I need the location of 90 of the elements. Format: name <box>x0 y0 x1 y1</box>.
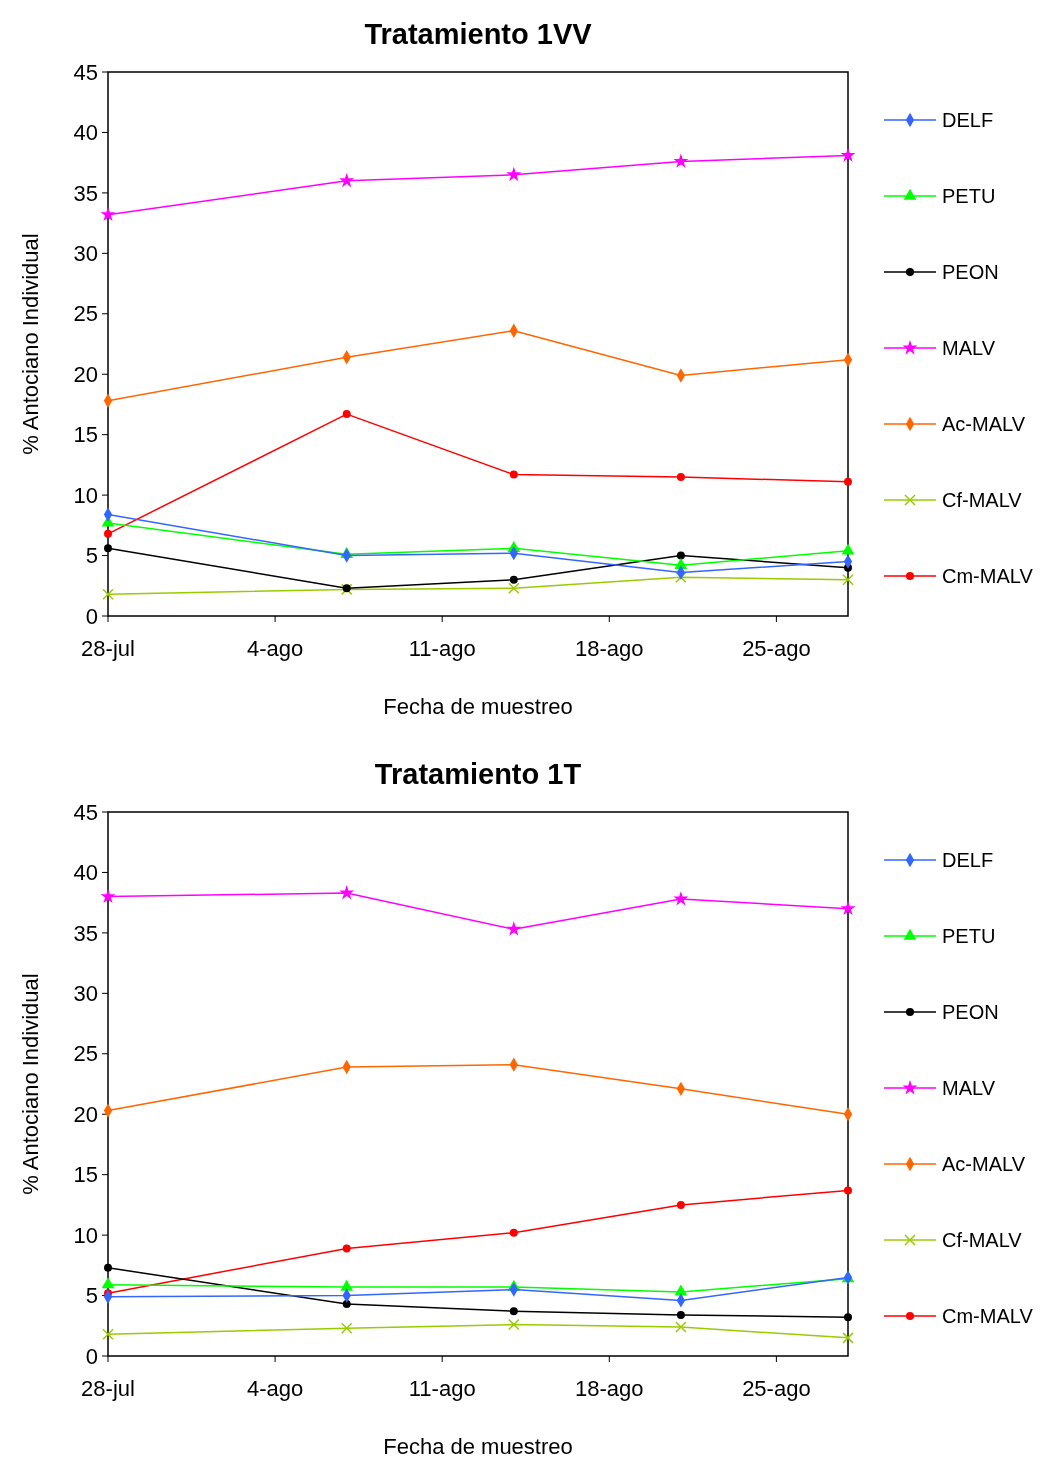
y-tick-label: 10 <box>73 482 98 508</box>
y-tick-label: 10 <box>73 1222 98 1248</box>
y-tick-label: 25 <box>73 1041 98 1067</box>
point <box>844 1313 852 1322</box>
y-axis-title: % Antociano Individual <box>18 973 43 1195</box>
chart-title: Tratamiento 1VV <box>364 18 593 50</box>
y-tick-label: 40 <box>73 120 98 146</box>
point <box>675 571 687 584</box>
point <box>673 891 689 906</box>
y-tick-label: 20 <box>73 361 98 387</box>
x-tick-label: 11-ago <box>408 636 476 661</box>
point <box>841 543 855 555</box>
y-tick-label: 40 <box>73 860 98 886</box>
point <box>509 1307 518 1316</box>
y-tick-label: 20 <box>73 1101 98 1127</box>
x-tick-label: 18-ago <box>575 636 644 661</box>
legend-label: Cm-MALV <box>942 1305 1034 1327</box>
point <box>676 472 685 481</box>
y-tick-label: 35 <box>73 180 98 206</box>
point <box>340 1279 354 1291</box>
legend-label: Cm-MALV <box>942 565 1034 587</box>
point <box>842 573 854 586</box>
legend-label: MALV <box>942 1077 996 1099</box>
point <box>840 147 856 162</box>
y-tick-label: 35 <box>73 920 98 946</box>
x-axis-title: Fecha de muestreo <box>383 694 573 719</box>
legend-label: Ac-MALV <box>942 1153 1026 1175</box>
x-tick-label: 25-ago <box>742 1376 811 1401</box>
legend-label: PEON <box>942 261 999 283</box>
point <box>104 544 112 553</box>
point <box>674 1284 688 1296</box>
y-tick-label: 5 <box>85 543 98 569</box>
y-tick-label: 15 <box>73 422 98 448</box>
point <box>509 1228 518 1237</box>
legend-label: DELF <box>942 849 994 871</box>
point <box>840 900 856 916</box>
x-tick-label: 11-ago <box>408 1376 476 1401</box>
y-tick-label: 0 <box>85 1343 98 1369</box>
point <box>673 153 689 168</box>
point <box>844 1186 852 1195</box>
y-tick-label: 45 <box>73 59 98 85</box>
legend-label: PETU <box>942 185 996 207</box>
legend-label: PEON <box>942 1001 999 1023</box>
x-tick-label: 4-ago <box>246 1376 304 1401</box>
y-tick-label: 15 <box>73 1162 98 1188</box>
point <box>675 1321 687 1333</box>
point <box>676 1200 685 1209</box>
y-tick-label: 0 <box>85 603 98 629</box>
y-tick-label: 25 <box>73 301 98 327</box>
x-tick-label: 28-jul <box>81 636 135 661</box>
point <box>339 885 355 900</box>
point <box>842 1332 854 1344</box>
point <box>844 477 852 486</box>
legend-label: PETU <box>942 925 996 947</box>
point <box>342 1300 351 1309</box>
x-axis-title: Fecha de muestreo <box>383 1434 573 1459</box>
legend-label: Cf-MALV <box>942 1229 1023 1251</box>
point <box>102 588 114 600</box>
legend-label: DELF <box>942 109 994 131</box>
point <box>100 206 116 222</box>
y-tick-label: 5 <box>85 1283 98 1309</box>
x-tick-label: 4-ago <box>246 636 304 661</box>
point <box>676 551 685 560</box>
point <box>104 1263 112 1272</box>
point <box>508 1318 520 1331</box>
point <box>104 529 112 538</box>
legend-label: Cf-MALV <box>942 489 1023 511</box>
x-tick-label: 28-jul <box>81 1376 135 1401</box>
x-tick-label: 25-ago <box>742 636 811 661</box>
point <box>506 166 522 182</box>
y-axis-title: % Antociano Individual <box>18 233 43 455</box>
point <box>100 888 116 904</box>
point <box>509 470 518 479</box>
point <box>342 1244 351 1253</box>
point <box>508 582 520 594</box>
point <box>102 1328 114 1340</box>
point <box>342 410 351 419</box>
y-tick-label: 30 <box>73 981 98 1007</box>
chart-title: Tratamiento 1T <box>374 758 582 790</box>
point <box>506 921 522 936</box>
point <box>676 1310 685 1319</box>
point <box>101 1277 115 1289</box>
y-tick-label: 45 <box>73 799 98 825</box>
point <box>339 172 355 188</box>
y-tick-label: 30 <box>73 241 98 267</box>
legend-label: Ac-MALV <box>942 413 1026 435</box>
legend-label: MALV <box>942 337 996 359</box>
x-tick-label: 18-ago <box>575 1376 644 1401</box>
point <box>509 575 518 584</box>
point <box>340 1322 353 1334</box>
